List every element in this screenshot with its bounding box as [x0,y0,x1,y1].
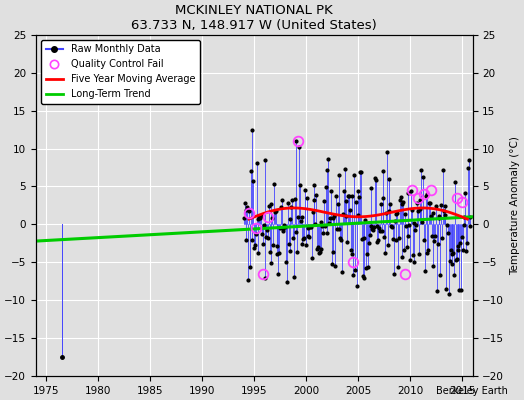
Text: Berkeley Earth: Berkeley Earth [436,386,508,396]
Legend: Raw Monthly Data, Quality Control Fail, Five Year Moving Average, Long-Term Tren: Raw Monthly Data, Quality Control Fail, … [41,40,200,104]
Title: MCKINLEY NATIONAL PK
63.733 N, 148.917 W (United States): MCKINLEY NATIONAL PK 63.733 N, 148.917 W… [132,4,377,32]
Y-axis label: Temperature Anomaly (°C): Temperature Anomaly (°C) [510,136,520,275]
